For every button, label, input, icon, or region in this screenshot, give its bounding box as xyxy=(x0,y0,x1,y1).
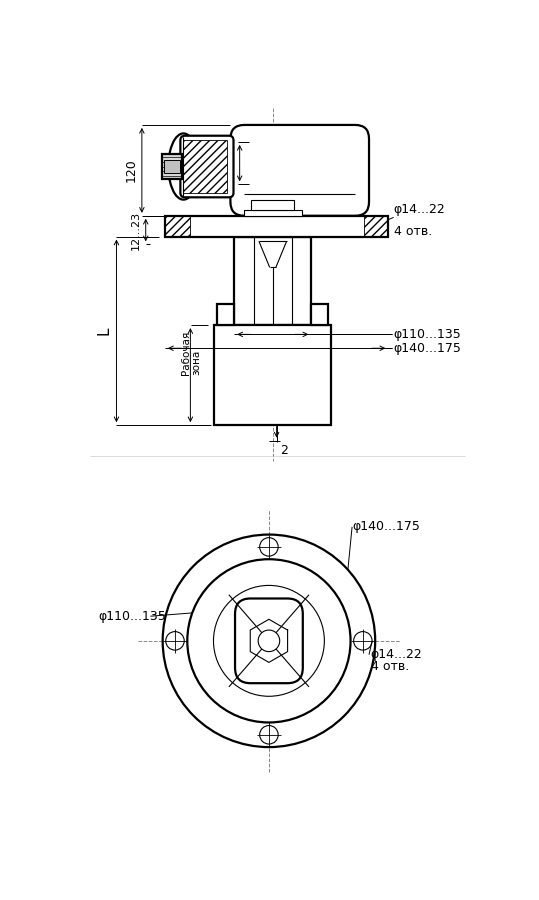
Text: 4 отв.: 4 отв. xyxy=(393,225,432,238)
Text: φ110...135: φ110...135 xyxy=(98,609,165,623)
Text: L: L xyxy=(96,327,111,335)
Circle shape xyxy=(188,559,350,723)
Text: φ14...22: φ14...22 xyxy=(393,202,445,216)
Circle shape xyxy=(260,537,278,556)
Bar xyxy=(214,325,331,425)
Circle shape xyxy=(165,632,184,650)
Text: φ140...175: φ140...175 xyxy=(352,520,420,534)
Bar xyxy=(164,159,179,174)
Text: 12...23: 12...23 xyxy=(131,211,141,249)
Bar xyxy=(183,140,227,193)
Text: φ110...135: φ110...135 xyxy=(393,328,461,341)
Text: 4 отв.: 4 отв. xyxy=(371,660,409,673)
Text: φ140...175: φ140...175 xyxy=(393,342,461,355)
Bar xyxy=(165,216,190,237)
Text: Рабочая: Рабочая xyxy=(181,331,191,375)
Bar xyxy=(162,154,182,179)
Circle shape xyxy=(258,630,280,652)
Text: 16: 16 xyxy=(224,155,237,171)
Bar xyxy=(251,201,294,210)
FancyBboxPatch shape xyxy=(235,598,303,683)
Polygon shape xyxy=(259,241,287,267)
Circle shape xyxy=(260,725,278,744)
Text: зона: зона xyxy=(191,350,202,375)
FancyBboxPatch shape xyxy=(231,125,369,216)
FancyBboxPatch shape xyxy=(181,136,233,197)
Bar xyxy=(234,237,312,325)
Bar xyxy=(364,216,388,237)
Text: 120: 120 xyxy=(125,158,137,182)
Text: 2: 2 xyxy=(280,444,288,456)
Circle shape xyxy=(354,632,372,650)
Circle shape xyxy=(213,585,324,697)
Text: φ14...22: φ14...22 xyxy=(371,648,423,662)
Bar xyxy=(165,216,388,237)
Bar xyxy=(244,210,302,216)
Circle shape xyxy=(163,535,375,747)
Bar xyxy=(217,303,234,325)
Bar xyxy=(312,303,328,325)
